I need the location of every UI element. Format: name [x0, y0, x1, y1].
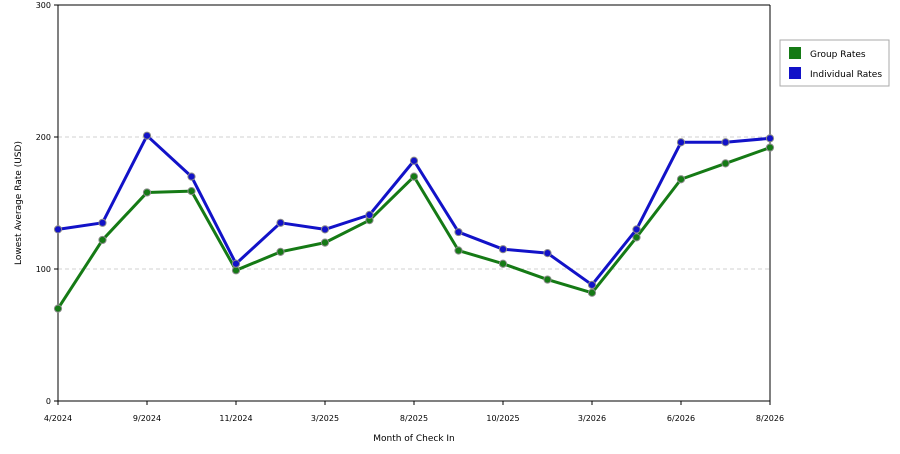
legend-swatch-group — [789, 47, 801, 59]
data-point[interactable] — [142, 188, 152, 197]
data-point[interactable] — [543, 275, 552, 284]
data-point[interactable] — [365, 210, 374, 219]
legend-label-group: Group Rates — [810, 50, 866, 60]
x-tick-label: 9/2024 — [133, 414, 161, 423]
data-point[interactable] — [765, 134, 775, 143]
y-ticks: 0 100 200 300 — [36, 1, 58, 406]
data-point[interactable] — [187, 172, 196, 181]
y-tick-label: 200 — [36, 133, 51, 142]
y-tick-label: 300 — [36, 1, 51, 10]
data-point[interactable] — [765, 143, 775, 152]
data-point[interactable] — [320, 225, 330, 234]
data-point[interactable] — [632, 225, 641, 234]
data-point[interactable] — [53, 225, 63, 234]
data-point[interactable] — [543, 249, 552, 258]
x-tick-label: 4/2024 — [44, 414, 72, 423]
x-tick-label: 11/2024 — [219, 414, 252, 423]
series-group-rates — [53, 143, 775, 313]
data-point[interactable] — [231, 259, 241, 268]
data-point[interactable] — [98, 235, 107, 245]
data-point[interactable] — [409, 156, 419, 165]
data-point[interactable] — [632, 233, 641, 242]
y-axis-title: Lowest Average Rate (USD) — [14, 141, 24, 265]
data-point[interactable] — [721, 159, 730, 168]
data-point[interactable] — [98, 218, 107, 227]
data-point[interactable] — [676, 138, 686, 147]
y-tick-label: 0 — [46, 397, 51, 406]
series — [53, 131, 775, 313]
data-point[interactable] — [187, 187, 196, 196]
data-point[interactable] — [53, 304, 63, 313]
data-point[interactable] — [276, 247, 285, 256]
data-point[interactable] — [721, 138, 730, 147]
data-point[interactable] — [498, 245, 508, 254]
data-point[interactable] — [276, 218, 285, 227]
data-point[interactable] — [498, 259, 508, 268]
x-tick-label: 3/2026 — [578, 414, 606, 423]
data-point[interactable] — [142, 131, 152, 140]
x-tick-label: 3/2025 — [311, 414, 339, 423]
series-line — [56, 146, 771, 310]
data-point[interactable] — [587, 288, 597, 297]
axes — [57, 4, 771, 402]
data-point[interactable] — [587, 280, 597, 289]
x-tick-label: 8/2025 — [400, 414, 428, 423]
legend-label-individual: Individual Rates — [810, 70, 882, 80]
x-tick-label: 10/2025 — [486, 414, 519, 423]
data-point[interactable] — [409, 172, 419, 181]
data-point[interactable] — [454, 246, 463, 255]
x-tick-label: 8/2026 — [756, 414, 784, 423]
data-point[interactable] — [676, 175, 686, 184]
legend: Group Rates Individual Rates — [779, 39, 890, 87]
legend-swatch-individual — [789, 67, 801, 79]
data-point[interactable] — [320, 238, 330, 247]
x-ticks: 4/2024 9/2024 11/2024 3/2025 8/2025 10/2025 3/… — [44, 401, 784, 423]
series-individual-rates — [53, 131, 775, 289]
data-point[interactable] — [454, 227, 463, 237]
y-tick-label: 100 — [36, 265, 51, 274]
x-tick-label: 6/2026 — [667, 414, 695, 423]
x-axis-title: Month of Check In — [373, 434, 455, 444]
